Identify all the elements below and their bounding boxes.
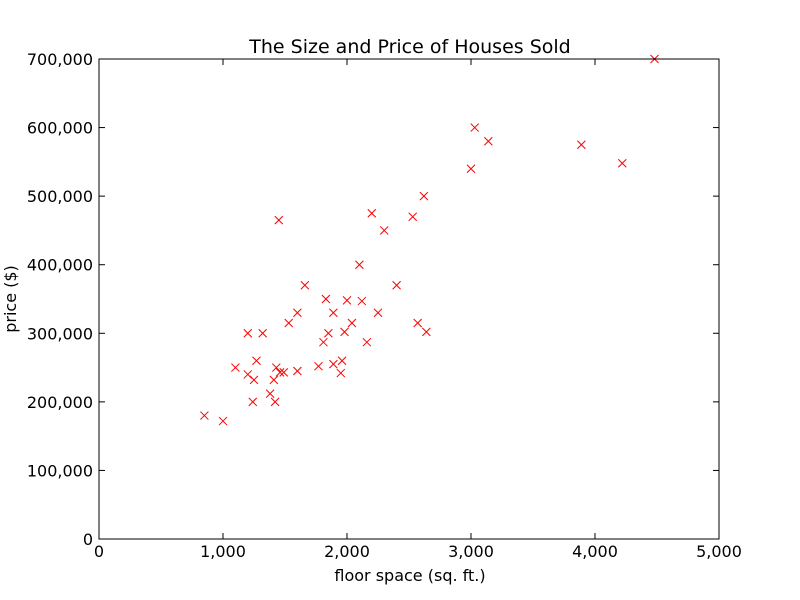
- plot-frame: [98, 58, 720, 540]
- data-point: [218, 416, 228, 426]
- data-point: [337, 356, 347, 366]
- data-point: [243, 370, 253, 379]
- data-point: [342, 296, 352, 305]
- data-point: [466, 164, 476, 174]
- data-point: [379, 226, 389, 235]
- x-tick-label: 1,000: [200, 542, 246, 561]
- data-point: [329, 359, 338, 369]
- data-point: [419, 191, 429, 201]
- data-point: [484, 136, 493, 146]
- data-point: [300, 280, 310, 290]
- data-point: [373, 308, 383, 318]
- y-tick-label: 400,000: [27, 256, 93, 275]
- y-tick-label: 700,000: [27, 50, 93, 69]
- data-point: [249, 375, 259, 385]
- data-point: [248, 397, 258, 407]
- data-point: [279, 368, 289, 377]
- data-point: [258, 328, 268, 338]
- data-point: [293, 366, 302, 376]
- data-point: [422, 327, 431, 337]
- data-point: [319, 337, 328, 347]
- x-tick-label: 0: [94, 542, 104, 561]
- data-point: [265, 389, 275, 398]
- y-tick-label: 600,000: [27, 119, 93, 138]
- x-axis-label: floor space (sq. ft.): [334, 566, 485, 585]
- data-point: [284, 318, 294, 328]
- data-point: [367, 208, 377, 218]
- data-point: [340, 327, 349, 337]
- y-tick-label: 100,000: [27, 461, 93, 480]
- data-point: [275, 368, 285, 377]
- data-point: [617, 158, 627, 168]
- y-tick-label: 300,000: [27, 324, 93, 343]
- data-point: [362, 337, 372, 347]
- data-point: [200, 411, 209, 420]
- data-point: [274, 215, 284, 225]
- data-point: [231, 363, 240, 372]
- data-point: [577, 140, 586, 150]
- data-point: [470, 123, 480, 132]
- x-tick-label: 3,000: [448, 542, 494, 561]
- data-point: [324, 328, 333, 338]
- chart-title: The Size and Price of Houses Sold: [248, 36, 570, 58]
- data-point: [336, 368, 346, 378]
- data-point: [408, 212, 418, 222]
- y-tick-label: 500,000: [27, 187, 93, 206]
- data-point: [329, 308, 338, 318]
- data-point: [357, 296, 367, 306]
- data-point: [321, 294, 331, 304]
- data-point: [347, 318, 357, 328]
- data-point: [314, 361, 323, 371]
- y-axis-ticks: 0 100,000 200,000 300,000 400,000 500,000 600,…: [27, 50, 719, 549]
- y-axis-label: price ($): [1, 265, 20, 333]
- data-point: [269, 375, 279, 385]
- x-tick-label: 4,000: [572, 542, 618, 561]
- y-tick-label: 200,000: [27, 393, 93, 412]
- data-points: [200, 54, 659, 426]
- data-point: [293, 308, 302, 318]
- data-point: [270, 397, 280, 407]
- data-point: [355, 260, 364, 270]
- data-point: [413, 318, 423, 328]
- data-point: [252, 356, 261, 366]
- y-tick-label: 0: [83, 530, 93, 549]
- data-point: [243, 328, 253, 338]
- data-point: [271, 363, 281, 372]
- x-tick-label: 5,000: [696, 542, 742, 561]
- x-tick-label: 2,000: [324, 542, 370, 561]
- data-point: [392, 280, 401, 290]
- x-axis-ticks: 0 1,000 2,000 3,000 4,000 5,000: [94, 59, 742, 561]
